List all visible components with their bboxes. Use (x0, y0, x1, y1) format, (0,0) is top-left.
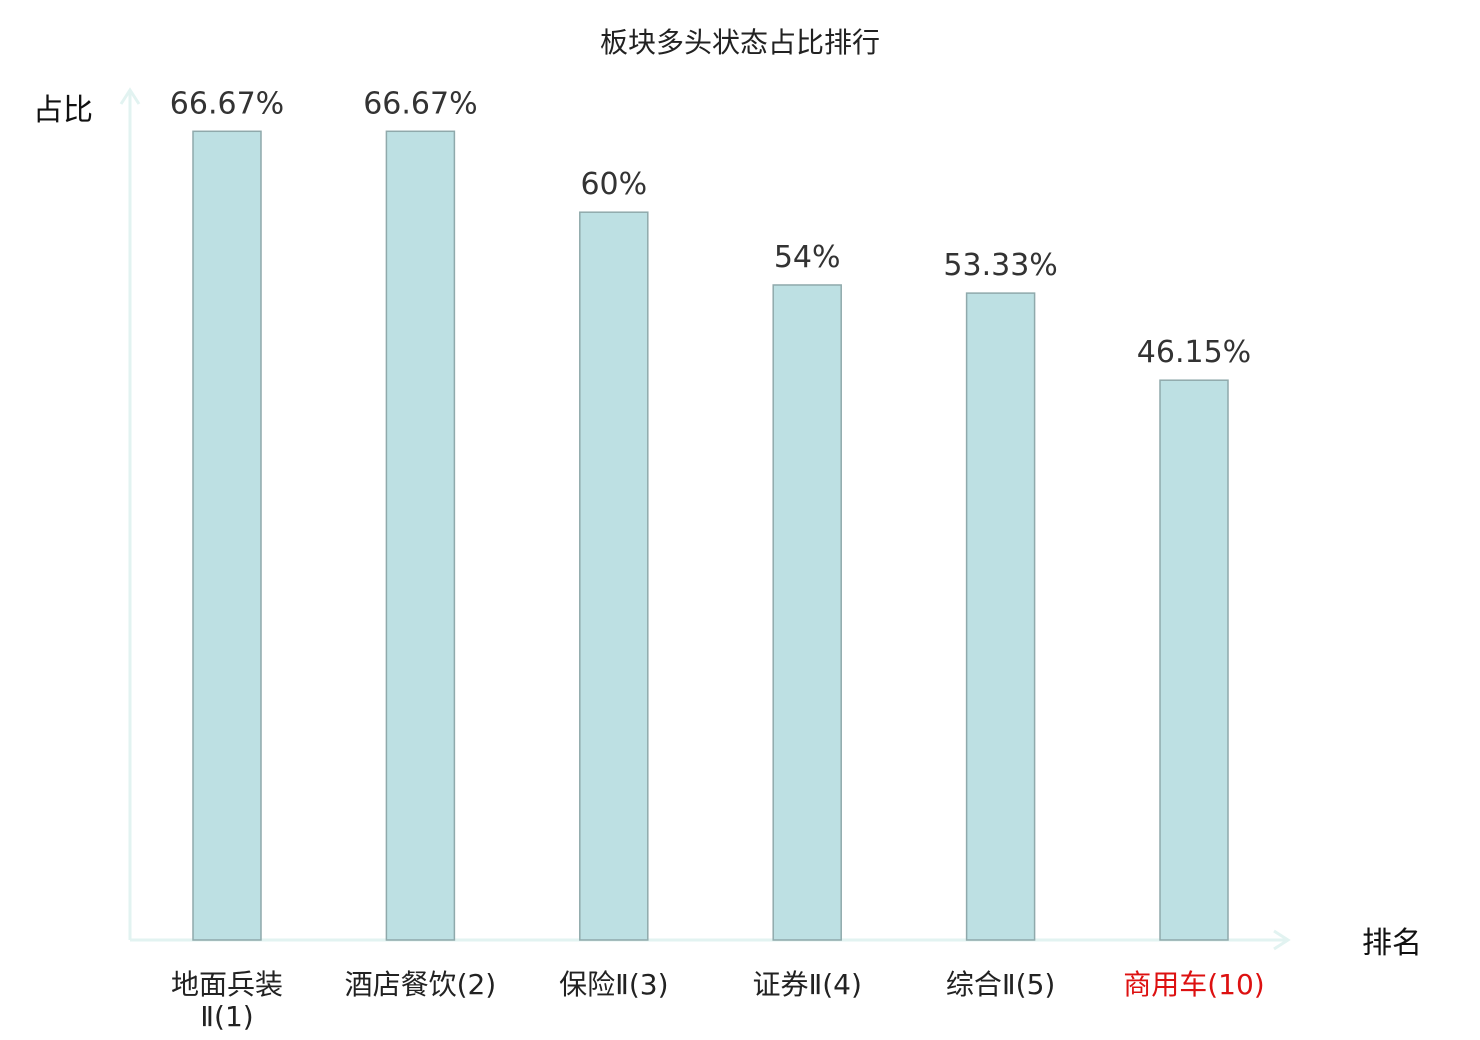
bar-value-label: 60% (580, 167, 647, 202)
x-tick-label: 地面兵装 Ⅱ(1) (171, 968, 283, 1033)
bar (772, 284, 842, 941)
bar-value-label: 66.67% (363, 86, 477, 121)
x-tick-labels-group: 地面兵装 Ⅱ(1) 酒店餐饮(2) 保险Ⅱ(3) 证券Ⅱ(4) 综合Ⅱ(5) 商用车(10) (171, 968, 1265, 1033)
bar (385, 130, 456, 941)
x-tick-label-line: 地面兵装 (171, 968, 283, 1001)
value-labels-group: 66.67% 66.67% 60% 54% 53.33% 46.15% (170, 86, 1251, 370)
x-axis-arrow (1273, 929, 1291, 951)
bar (965, 292, 1036, 941)
chart-title: 板块多头状态占比排行 (600, 26, 880, 59)
bar (1159, 379, 1229, 941)
y-axis-arrow (119, 87, 141, 105)
bar (192, 130, 262, 941)
bar-value-label: 53.33% (943, 248, 1057, 283)
bar (579, 211, 649, 941)
x-tick-label: 酒店餐饮(2) (345, 968, 497, 1001)
x-tick-label: 综合Ⅱ(5) (946, 968, 1055, 1001)
bar-value-label: 46.15% (1137, 335, 1251, 370)
x-tick-label: 证券Ⅱ(4) (752, 968, 861, 1001)
x-tick-label: 商用车(10) (1123, 968, 1264, 1001)
bar-value-label: 54% (774, 240, 841, 275)
x-tick-label-line: Ⅱ(1) (200, 1000, 253, 1033)
x-tick-label-line: 证券Ⅱ(4) (752, 968, 861, 1001)
bar-value-label: 66.67% (170, 86, 284, 121)
y-axis-label: 占比 (33, 93, 93, 128)
x-axis-label: 排名 (1362, 926, 1422, 961)
x-tick-label-line: 综合Ⅱ(5) (946, 968, 1055, 1001)
x-tick-label-line: 保险Ⅱ(3) (559, 968, 668, 1001)
x-tick-label: 保险Ⅱ(3) (559, 968, 668, 1001)
bars-group (192, 130, 1229, 941)
x-tick-label-line: 酒店餐饮(2) (345, 968, 497, 1001)
x-tick-label-line: 商用车(10) (1123, 968, 1264, 1001)
